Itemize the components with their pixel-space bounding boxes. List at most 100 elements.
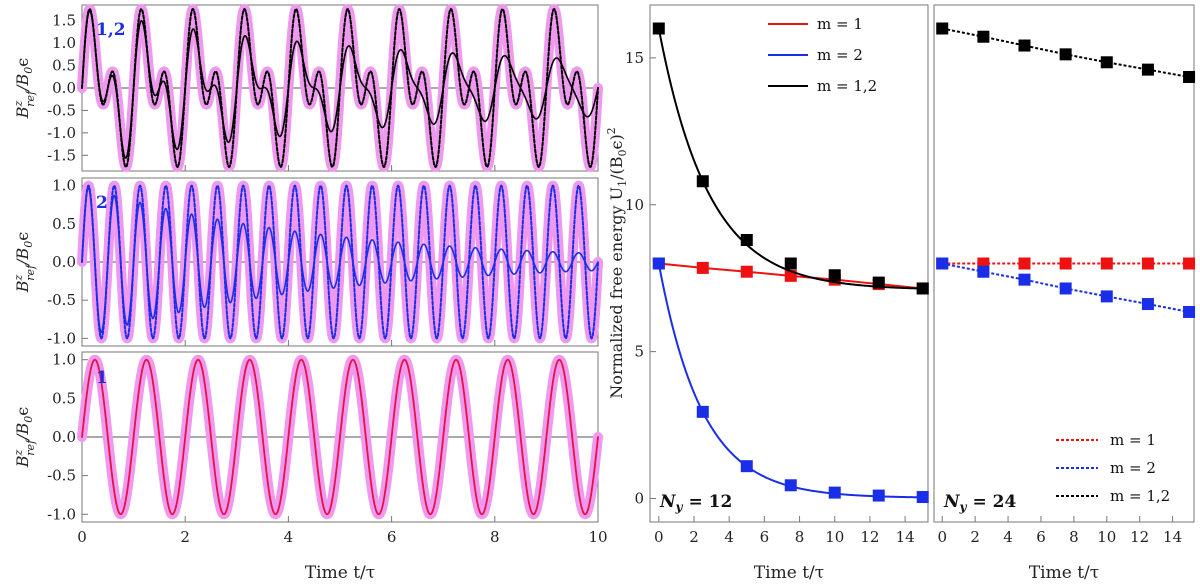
- panel-label-ny24: Ny = 24: [943, 492, 1016, 514]
- xlabel-middle: Time t/τ: [754, 563, 824, 583]
- data-point-black: [828, 269, 841, 282]
- legend-label-m1-dotted: m = 1: [1110, 431, 1156, 449]
- panel-label-2: 2: [96, 193, 108, 213]
- y-tick-label: -0.5: [47, 291, 76, 309]
- y-tick-label: -1.0: [47, 124, 76, 142]
- svg-text:Bzref/B0ϵ: Bzref/B0ϵ: [12, 232, 37, 294]
- x-tick-label: 4: [284, 528, 294, 546]
- y-tick-label: 0.0: [52, 79, 76, 97]
- data-point-black: [1141, 63, 1154, 76]
- data-point-blue: [696, 405, 709, 418]
- x-tick-label: 10: [1097, 528, 1116, 546]
- x-tick-label: 2: [970, 528, 980, 546]
- y-tick-label: 1.0: [52, 34, 76, 52]
- panel-ny12-frame: [649, 4, 929, 523]
- data-point-red: [696, 261, 709, 274]
- y-tick-label: 1.5: [52, 12, 76, 30]
- data-point-red: [1100, 257, 1113, 270]
- ylabel-free-energy: Normalized free energy U1/(B0ϵ)2: [605, 127, 629, 398]
- x-tick-label: 6: [1036, 528, 1046, 546]
- x-tick-label: 8: [795, 528, 805, 546]
- y-tick-label: 0.0: [52, 428, 76, 446]
- ylabel-panel-2: Bzref/B0ϵ: [12, 232, 37, 294]
- data-point-red: [1018, 257, 1031, 270]
- data-point-blue: [872, 489, 885, 502]
- data-point-red: [740, 265, 753, 278]
- y-tick-label: 0.5: [52, 57, 76, 75]
- data-point-black: [936, 22, 949, 35]
- data-point-black: [740, 234, 753, 246]
- x-tick-label: 8: [1069, 528, 1079, 546]
- series-line-solid-crimson: [81, 358, 599, 516]
- x-tick-label: 12: [1130, 528, 1149, 546]
- y-tick-label: -0.5: [47, 467, 76, 485]
- data-point-black: [1018, 39, 1031, 52]
- x-tick-label: 14: [896, 528, 915, 546]
- ylabel-panel-1: Bzref/B0ϵ: [12, 407, 37, 469]
- data-point-blue: [936, 257, 949, 270]
- data-point-blue: [1059, 282, 1072, 295]
- data-point-black: [1100, 56, 1113, 69]
- legend-label-m2: m = 2: [817, 46, 863, 64]
- xlabel-right: Time t/τ: [1029, 563, 1099, 583]
- x-tick-label: 6: [387, 528, 397, 546]
- series-line-solid-black: [81, 9, 599, 159]
- data-point-blue: [828, 486, 841, 499]
- x-tick-label: 14: [1163, 528, 1182, 546]
- y-tick-label: 0.5: [52, 389, 76, 407]
- y-tick-label: -1.0: [47, 329, 76, 347]
- y-tick-label: -1.0: [47, 505, 76, 523]
- series-line-solid-blue: [81, 186, 599, 334]
- panel-ny24-plot: 0 2 4 6 8 10 12 14: [936, 22, 1196, 546]
- y-tick-label: 0.0: [52, 253, 76, 271]
- panel-ny12-plot: 0 5 10 15 0 2 4 6 8 10 12 14: [625, 22, 929, 546]
- y-tick-label: 0: [634, 490, 644, 508]
- y-tick-label: 15: [625, 49, 644, 67]
- data-point-blue: [652, 257, 665, 270]
- x-tick-label: 0: [937, 528, 947, 546]
- legend-label-m1: m = 1: [817, 15, 863, 33]
- panel-12-plot: -1.5 -1.0 -0.5 0.0 0.5 1.0 1.5: [47, 4, 603, 172]
- data-point-blue: [1018, 273, 1031, 286]
- data-point-blue: [784, 479, 797, 492]
- x-tick-label: 0: [654, 528, 664, 546]
- y-tick-label: -0.5: [47, 101, 76, 119]
- x-tick-label: 8: [490, 528, 500, 546]
- data-point-blue: [1141, 298, 1154, 311]
- data-point-red: [1141, 257, 1154, 270]
- x-tick-label: 0: [77, 528, 87, 546]
- data-point-blue: [1183, 305, 1196, 318]
- x-tick-label: 10: [825, 528, 844, 546]
- panel-2-plot: -1.0 -0.5 0.0 0.5 1.0: [47, 177, 603, 347]
- data-point-red: [1183, 257, 1196, 270]
- x-tick-label: 2: [180, 528, 190, 546]
- data-point-black: [784, 257, 797, 270]
- svg-text:Bzref/B0ϵ: Bzref/B0ϵ: [12, 58, 37, 120]
- x-tick-label: 2: [689, 528, 699, 546]
- ylabel-panel-12: Bzref/B0ϵ: [12, 58, 37, 120]
- data-point-black: [977, 30, 990, 43]
- panel-label-12: 1,2: [96, 20, 126, 40]
- x-tick-label: 4: [724, 528, 734, 546]
- legend-label-m2-dotted: m = 2: [1110, 459, 1156, 477]
- legend-ny24: m = 1 m = 2 m = 1,2: [1056, 431, 1170, 505]
- data-point-black: [1183, 70, 1196, 83]
- y-tick-label: 1.0: [52, 177, 76, 195]
- data-point-black: [872, 276, 885, 289]
- data-point-black: [696, 175, 709, 188]
- data-point-black: [652, 22, 665, 35]
- x-tick-label: 6: [760, 528, 770, 546]
- svg-text:Bzref/B0ϵ: Bzref/B0ϵ: [12, 407, 37, 469]
- panel-label-ny12: Ny = 12: [659, 492, 732, 514]
- y-tick-label: 10: [625, 196, 644, 214]
- data-point-blue: [740, 460, 753, 473]
- x-tick-label: 10: [588, 528, 607, 546]
- y-tick-label: -1.5: [47, 146, 76, 164]
- xlabel-left: Time t/τ: [305, 563, 375, 583]
- x-tick-label: 12: [860, 528, 879, 546]
- data-point-blue: [977, 265, 990, 278]
- data-point-blue: [916, 491, 929, 504]
- y-tick-label: 5: [634, 343, 644, 361]
- fit-curve-blue: [657, 263, 923, 499]
